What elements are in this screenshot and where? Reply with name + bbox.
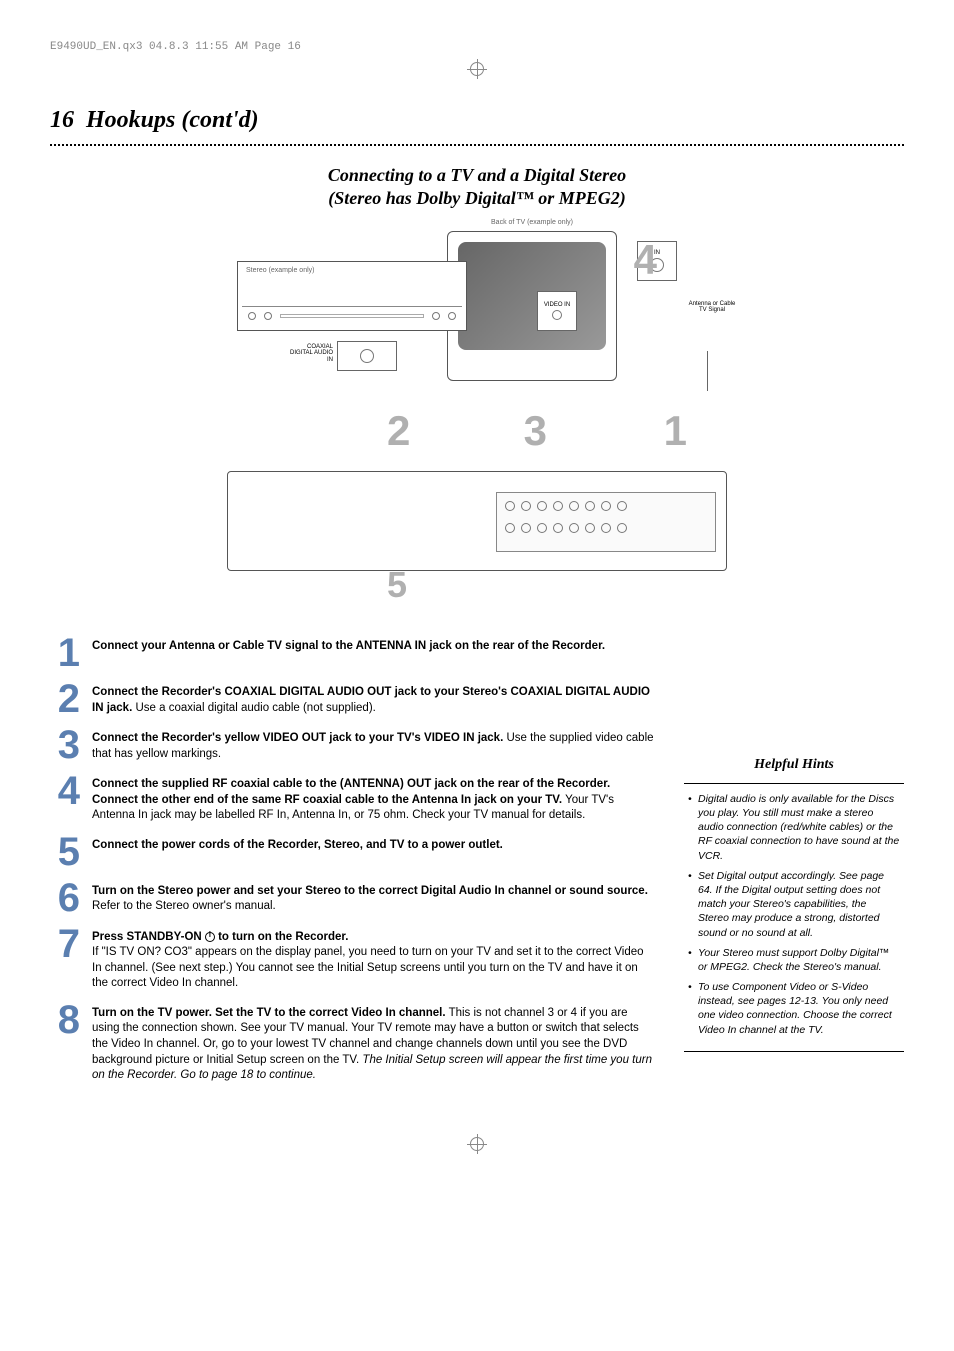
crop-mark-bottom <box>50 1134 904 1159</box>
step-body: Connect the Recorder's yellow VIDEO OUT … <box>92 727 654 762</box>
page-title: 16 Hookups (cont'd) <box>50 104 904 138</box>
step-7: 7 Press STANDBY-ON to turn on the Recorde… <box>50 926 654 992</box>
step-number: 4 <box>50 773 80 809</box>
stereo-coax-in-jack <box>337 341 397 371</box>
hint-item: To use Component Video or S-Video instea… <box>688 980 900 1037</box>
connection-diagram: IN Back of TV (example only) VIDEO IN St… <box>50 231 904 576</box>
tv-caption: Back of TV (example only) <box>491 218 573 228</box>
diagram-number-4: 4 <box>634 231 657 290</box>
hint-item: Set Digital output accordingly. See page… <box>688 869 900 940</box>
hint-item: Digital audio is only available for the … <box>688 792 900 863</box>
step-number: 2 <box>50 681 80 717</box>
video-in-label: VIDEO IN <box>544 302 570 308</box>
antenna-label: Antenna or Cable TV Signal <box>687 301 737 314</box>
step-8: 8 Turn on the TV power. Set the TV to the… <box>50 1002 654 1084</box>
step-number: 8 <box>50 1002 80 1038</box>
content-columns: 1 Connect your Antenna or Cable TV signal… <box>50 635 904 1093</box>
step-number: 1 <box>50 635 80 671</box>
diagram-number-2: 2 <box>387 402 410 461</box>
stereo-caption: Stereo (example only) <box>246 266 314 276</box>
tv-video-in-jack: VIDEO IN <box>537 291 577 331</box>
coax-in-label: COAXIAL DIGITAL AUDIO IN <box>285 344 333 364</box>
recorder-illustration <box>227 471 727 571</box>
step-body: Turn on the Stereo power and set your St… <box>92 880 654 915</box>
antenna-icon <box>697 351 717 391</box>
tv-illustration: Back of TV (example only) <box>447 231 617 381</box>
subtitle-line1: Connecting to a TV and a Digital Stereo <box>328 165 626 185</box>
step-body: Connect the supplied RF coaxial cable to… <box>92 773 654 824</box>
step-2: 2 Connect the Recorder's COAXIAL DIGITAL … <box>50 681 654 717</box>
step-body: Connect your Antenna or Cable TV signal … <box>92 635 654 655</box>
step-body: Connect the Recorder's COAXIAL DIGITAL A… <box>92 681 654 716</box>
step-body: Turn on the TV power. Set the TV to the … <box>92 1002 654 1084</box>
step-5: 5 Connect the power cords of the Recorder… <box>50 834 654 870</box>
hint-item: Your Stereo must support Dolby Digital™ … <box>688 946 900 974</box>
diagram-number-3: 3 <box>524 402 547 461</box>
step-number: 6 <box>50 880 80 916</box>
section-subtitle: Connecting to a TV and a Digital Stereo … <box>50 164 904 211</box>
step-body: Press STANDBY-ON to turn on the Recorder… <box>92 926 654 992</box>
title-dotted-rule <box>50 144 904 146</box>
page-number: 16 <box>50 107 74 133</box>
step-4: 4 Connect the supplied RF coaxial cable t… <box>50 773 654 824</box>
hints-body: Digital audio is only available for the … <box>684 783 904 1052</box>
crop-mark-top <box>50 59 904 84</box>
power-icon <box>205 932 215 942</box>
subtitle-line2: (Stereo has Dolby Digital™ or MPEG2) <box>328 188 626 208</box>
step-6: 6 Turn on the Stereo power and set your S… <box>50 880 654 916</box>
step-3: 3 Connect the Recorder's yellow VIDEO OUT… <box>50 727 654 763</box>
step-number: 7 <box>50 926 80 962</box>
diagram-number-5: 5 <box>387 560 407 610</box>
step-1: 1 Connect your Antenna or Cable TV signal… <box>50 635 654 671</box>
diagram-number-1: 1 <box>664 402 687 461</box>
step-number: 5 <box>50 834 80 870</box>
helpful-hints-box: Helpful Hints Digital audio is only avai… <box>684 755 904 1051</box>
stereo-illustration: Stereo (example only) <box>237 261 467 331</box>
steps-list: 1 Connect your Antenna or Cable TV signal… <box>50 635 654 1093</box>
hints-title: Helpful Hints <box>684 755 904 775</box>
page-title-text: Hookups (cont'd) <box>86 107 259 133</box>
step-number: 3 <box>50 727 80 763</box>
print-header-meta: E9490UD_EN.qx3 04.8.3 11:55 AM Page 16 <box>50 40 904 55</box>
step-body: Connect the power cords of the Recorder,… <box>92 834 654 854</box>
